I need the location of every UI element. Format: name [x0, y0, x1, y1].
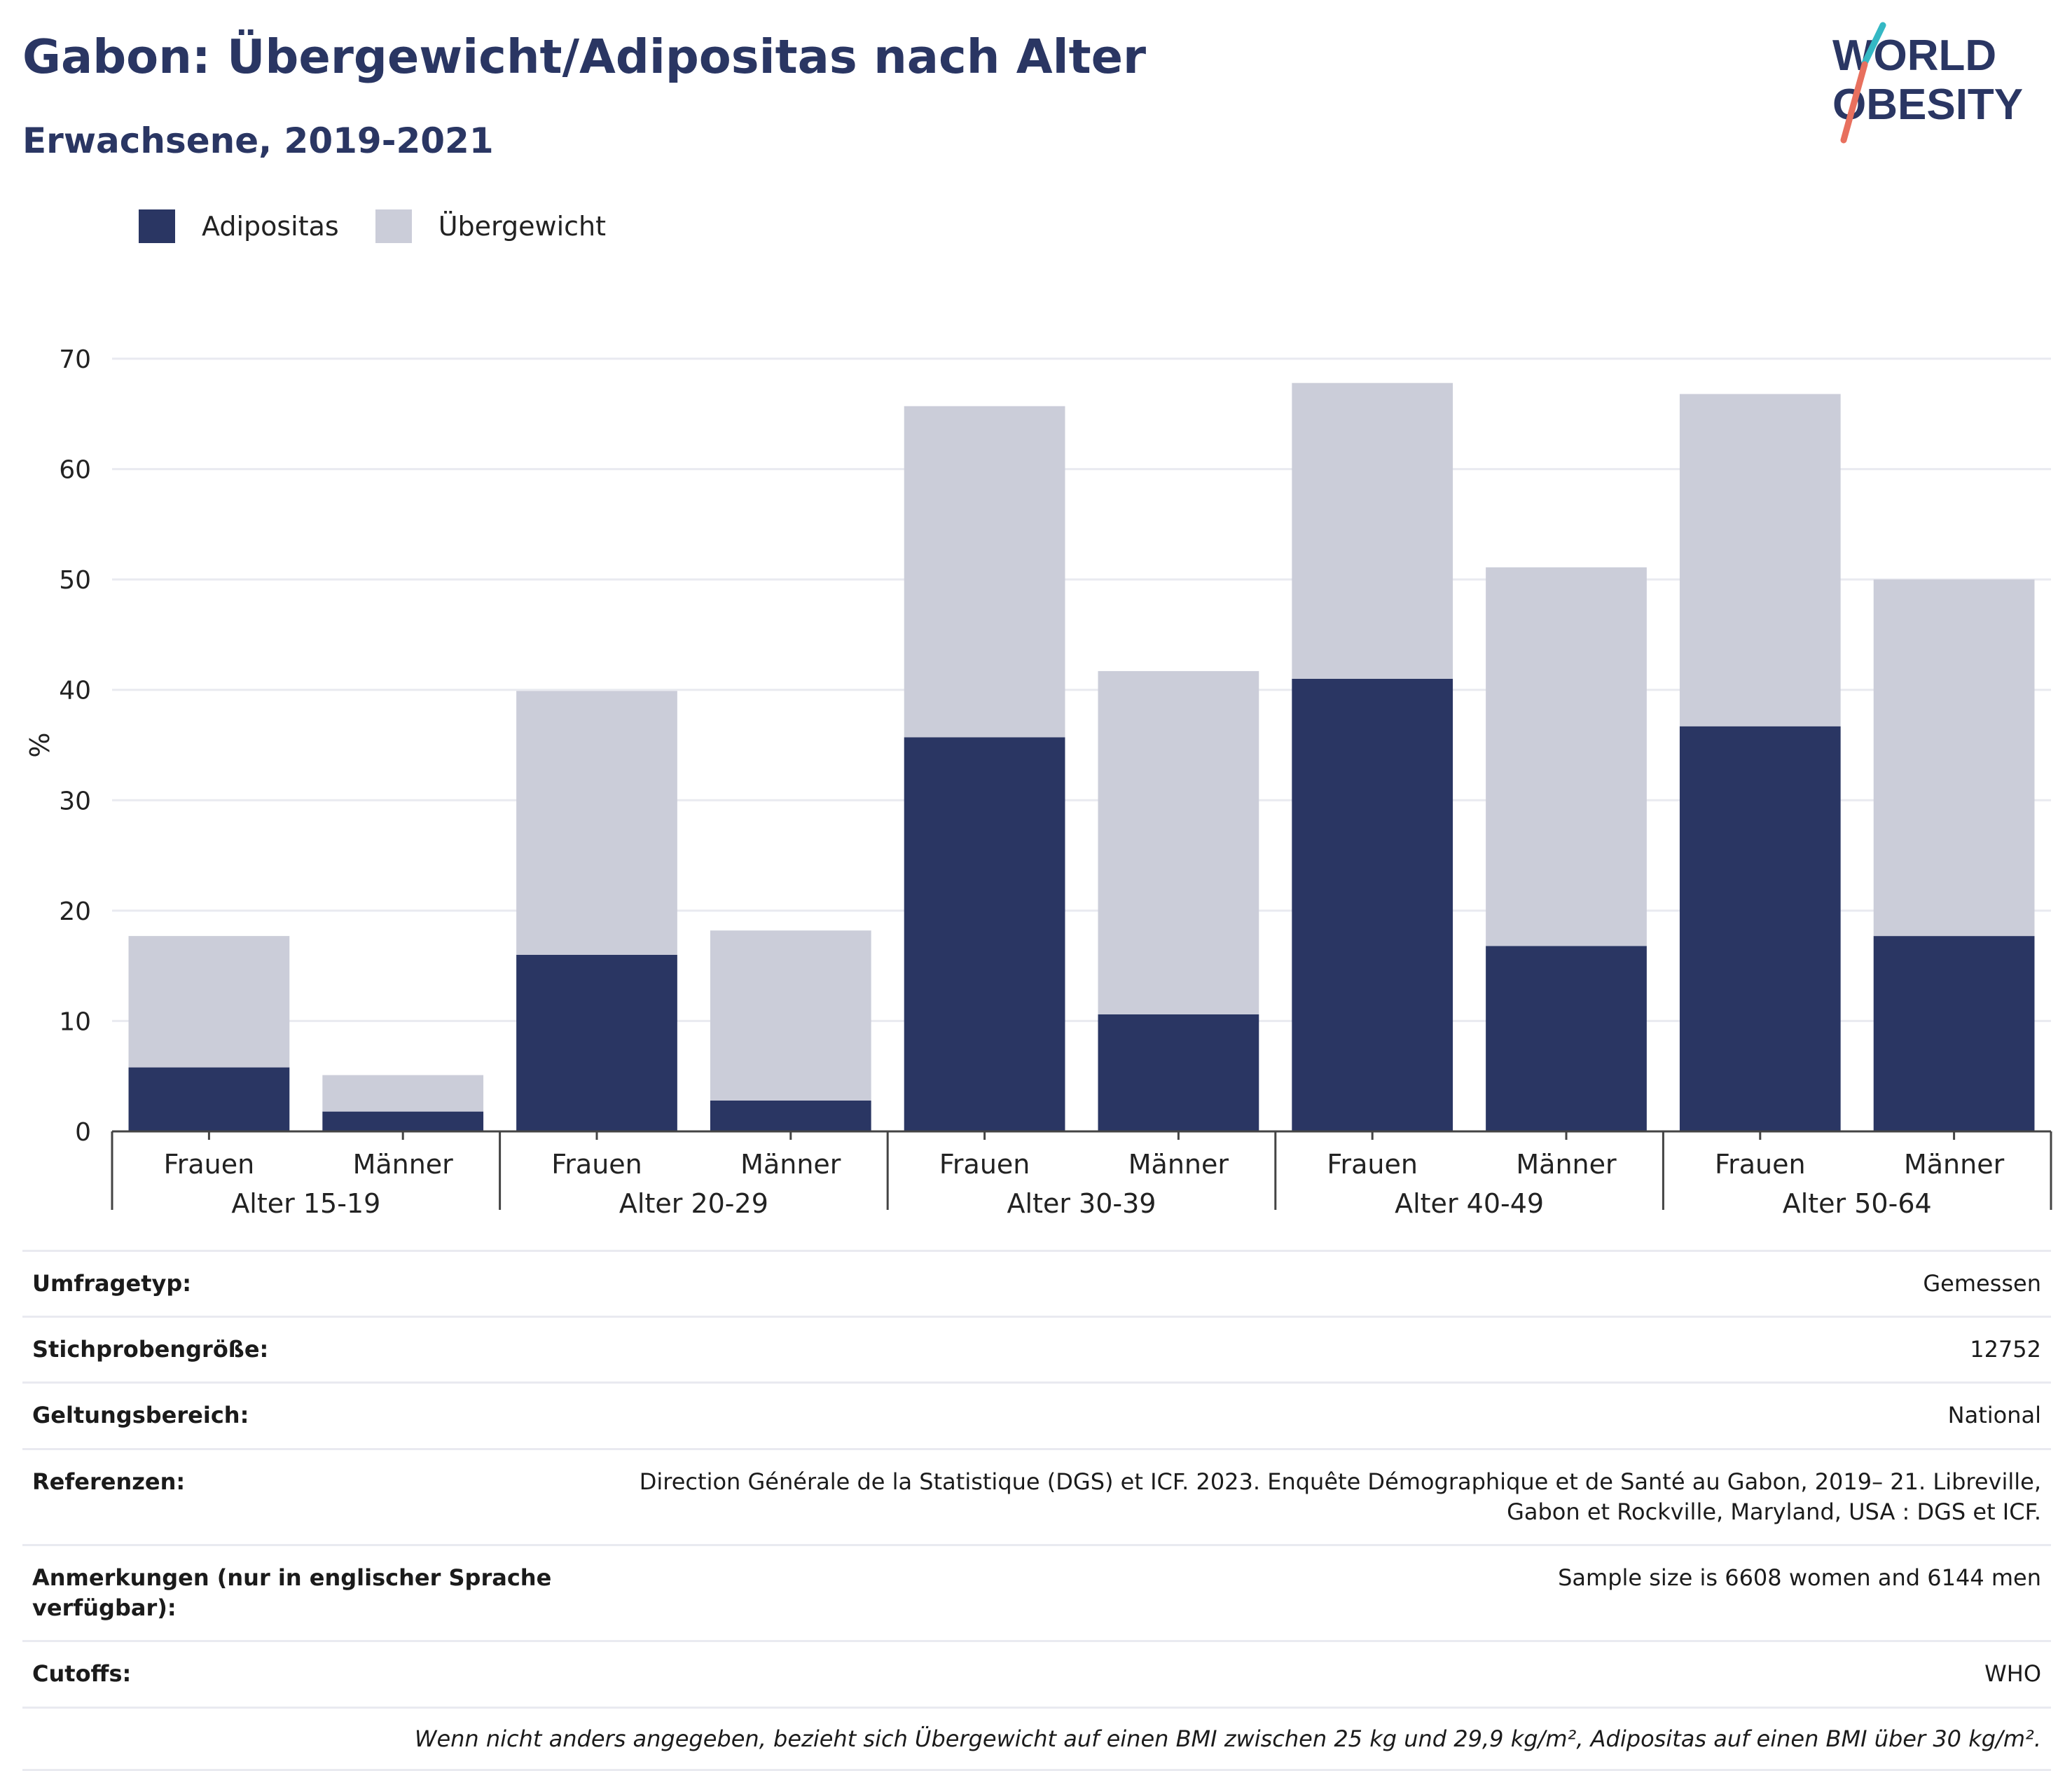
bar-adipositas — [1098, 1014, 1259, 1131]
meta-value: 12752 — [1970, 1336, 2041, 1363]
bar-adipositas — [322, 1111, 484, 1131]
meta-label: Referenzen: — [32, 1468, 186, 1495]
meta-row-notes: Anmerkungen (nur in englischer Sprache v… — [22, 1543, 2051, 1640]
group-label: Alter 30-39 — [1007, 1188, 1156, 1219]
logo-line2: OBESITY — [1832, 81, 2023, 129]
x-tick-label: Frauen — [551, 1149, 642, 1180]
bar-adipositas — [1873, 936, 2035, 1131]
bar-uebergewicht — [710, 930, 871, 1101]
meta-row-scope: Geltungsbereich: National — [22, 1381, 2051, 1447]
group-label: Alter 50-64 — [1783, 1188, 1932, 1219]
bar-uebergewicht — [904, 406, 1065, 738]
x-tick-label: Männer — [740, 1149, 841, 1180]
bar-uebergewicht — [1873, 579, 2035, 937]
meta-value: Direction Générale de la Statistique (DG… — [639, 1468, 2041, 1525]
legend-label-adipositas: Adipositas — [202, 211, 339, 242]
x-tick-label: Frauen — [164, 1149, 255, 1180]
y-tick-label: 0 — [75, 1118, 91, 1147]
y-tick-label: 70 — [59, 345, 91, 374]
meta-value: Gemessen — [1923, 1270, 2041, 1297]
x-tick-label: Männer — [1516, 1149, 1617, 1180]
y-tick-label: 60 — [59, 456, 91, 485]
y-tick-label: 40 — [59, 677, 91, 705]
logo-stroke-teal — [1861, 22, 1886, 67]
logo-stroke-coral — [1840, 61, 1868, 144]
bar-uebergewicht — [1486, 567, 1647, 946]
metadata-table: Umfragetyp: Gemessen Stichprobengröße: 1… — [22, 1250, 2051, 1771]
y-tick-label: 20 — [59, 897, 91, 926]
x-tick-label: Frauen — [1327, 1149, 1418, 1180]
meta-label: Umfragetyp: — [32, 1270, 192, 1297]
bar-uebergewicht — [322, 1075, 484, 1112]
legend-swatch-adipositas — [139, 209, 175, 243]
y-axis-label: % — [25, 732, 55, 757]
x-tick-label: Männer — [353, 1149, 454, 1180]
chart-legend: Adipositas Übergewicht — [139, 207, 642, 245]
bar-adipositas — [710, 1100, 871, 1131]
bar-uebergewicht — [1679, 394, 1841, 726]
meta-label: Anmerkungen (nur in englischer Sprache v… — [32, 1564, 552, 1622]
meta-value: Sample size is 6608 women and 6144 men — [1558, 1564, 2041, 1591]
meta-row-references: Referenzen: Direction Générale de la Sta… — [22, 1447, 2051, 1544]
world-obesity-logo: WORLD OBESITY — [1832, 22, 2023, 144]
meta-value: WHO — [1984, 1660, 2041, 1688]
bar-uebergewicht — [1098, 670, 1259, 1014]
meta-value: National — [1947, 1402, 2041, 1429]
group-label: Alter 40-49 — [1395, 1188, 1544, 1219]
meta-label: Stichprobengröße: — [32, 1336, 269, 1363]
bar-uebergewicht — [1292, 383, 1453, 679]
y-tick-label: 50 — [59, 566, 91, 595]
legend-item-adipositas[interactable]: Adipositas — [139, 209, 339, 243]
y-tick-label: 30 — [59, 787, 91, 815]
legend-swatch-uebergewicht — [375, 209, 412, 243]
bmi-footnote: Wenn nicht anders angegeben, bezieht sic… — [22, 1706, 2051, 1771]
group-label: Alter 15-19 — [231, 1188, 380, 1219]
x-tick-label: Frauen — [1715, 1149, 1806, 1180]
bar-adipositas — [1292, 678, 1453, 1131]
bar-uebergewicht — [516, 691, 677, 955]
bar-adipositas — [1486, 946, 1647, 1131]
bar-adipositas — [1679, 726, 1841, 1131]
logo-line1: WORLD — [1832, 32, 1996, 80]
meta-label: Geltungsbereich: — [32, 1402, 249, 1429]
x-tick-label: Frauen — [939, 1149, 1030, 1180]
meta-row-survey-type: Umfragetyp: Gemessen — [22, 1250, 2051, 1316]
legend-item-uebergewicht[interactable]: Übergewicht — [375, 209, 606, 243]
x-tick-label: Männer — [1904, 1149, 2005, 1180]
bar-adipositas — [904, 737, 1065, 1131]
y-tick-label: 10 — [59, 1007, 91, 1036]
meta-row-cutoffs: Cutoffs: WHO — [22, 1640, 2051, 1706]
meta-label: Cutoffs: — [32, 1660, 132, 1688]
stacked-bar-chart: 0 10 20 30 40 50 60 70% Frauen Männer Frauen Männer… — [25, 345, 2052, 1219]
meta-row-sample-size: Stichprobengröße: 12752 — [22, 1316, 2051, 1381]
bar-uebergewicht — [128, 936, 290, 1068]
legend-label-uebergewicht: Übergewicht — [438, 211, 606, 242]
x-tick-label: Männer — [1128, 1149, 1229, 1180]
group-label: Alter 20-29 — [619, 1188, 768, 1219]
chart-subtitle: Erwachsene, 2019-2021 — [22, 120, 494, 161]
bar-adipositas — [128, 1067, 290, 1131]
bar-adipositas — [516, 954, 677, 1131]
chart-title: Gabon: Übergewicht/Adipositas nach Alter — [22, 29, 1147, 84]
